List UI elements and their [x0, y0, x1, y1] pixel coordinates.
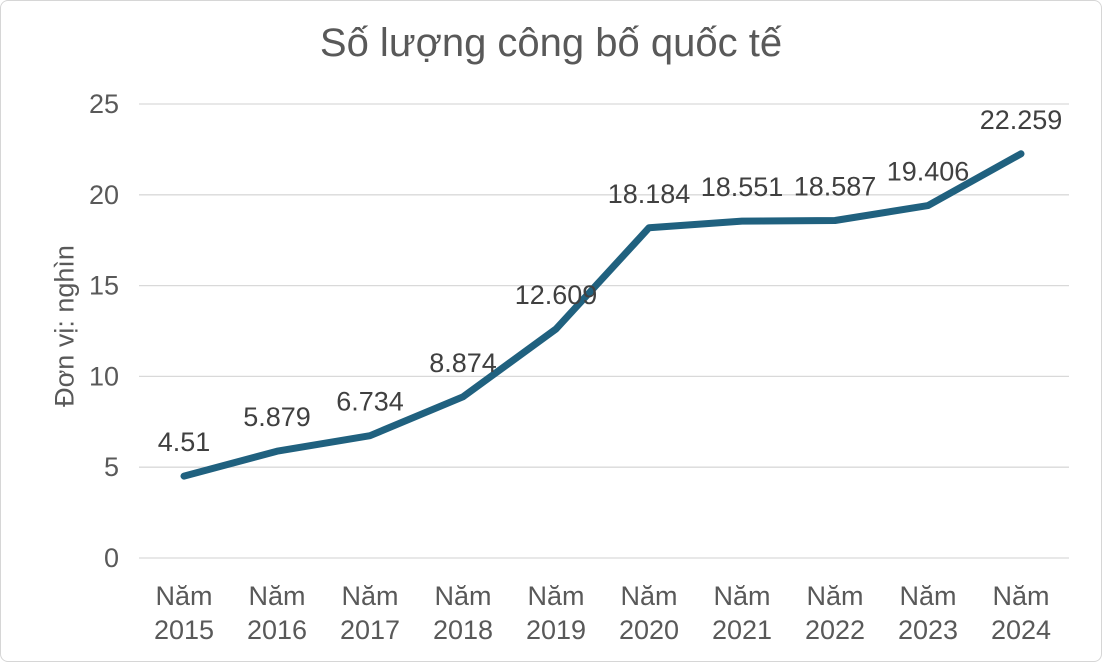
data-point-label: 6.734 [336, 387, 404, 417]
x-tick-label-line2: 2023 [898, 615, 958, 645]
x-tick-label-line1: Năm [155, 581, 212, 611]
x-tick-label-line1: Năm [620, 581, 677, 611]
y-tick-label: 25 [89, 89, 119, 119]
x-tick-label-line1: Năm [899, 581, 956, 611]
x-tick-label-line1: Năm [434, 581, 491, 611]
x-tick-label-line2: 2022 [805, 615, 865, 645]
x-tick-label-line2: 2017 [340, 615, 400, 645]
x-tick-label-line2: 2020 [619, 615, 679, 645]
data-point-label: 5.879 [243, 402, 311, 432]
x-tick-label-line2: 2019 [526, 615, 586, 645]
data-point-label: 18.551 [701, 172, 784, 202]
data-point-label: 8.874 [429, 348, 497, 378]
data-point-label: 18.184 [608, 179, 691, 209]
x-tick-label-line1: Năm [341, 581, 398, 611]
x-tick-label-line2: 2024 [991, 615, 1051, 645]
data-point-label: 4.51 [158, 427, 211, 457]
x-tick-label-line2: 2021 [712, 615, 772, 645]
y-tick-label: 20 [89, 180, 119, 210]
x-tick-label-line1: Năm [248, 581, 305, 611]
x-tick-label-line1: Năm [806, 581, 863, 611]
x-tick-label-line1: Năm [992, 581, 1049, 611]
x-tick-label-line1: Năm [713, 581, 770, 611]
y-tick-label: 5 [104, 452, 119, 482]
data-point-label: 18.587 [794, 171, 877, 201]
data-line [180, 150, 1025, 480]
x-tick-label-line2: 2018 [433, 615, 493, 645]
y-tick-label: 0 [104, 543, 119, 573]
x-tick-label-line1: Năm [527, 581, 584, 611]
data-point-label: 19.406 [887, 157, 970, 187]
x-tick-label-line2: 2016 [247, 615, 307, 645]
data-point-label: 22.259 [980, 105, 1063, 135]
y-tick-label: 15 [89, 271, 119, 301]
x-tick-label-line2: 2015 [154, 615, 214, 645]
data-point-label: 12.609 [515, 280, 598, 310]
y-tick-label: 10 [89, 361, 119, 391]
